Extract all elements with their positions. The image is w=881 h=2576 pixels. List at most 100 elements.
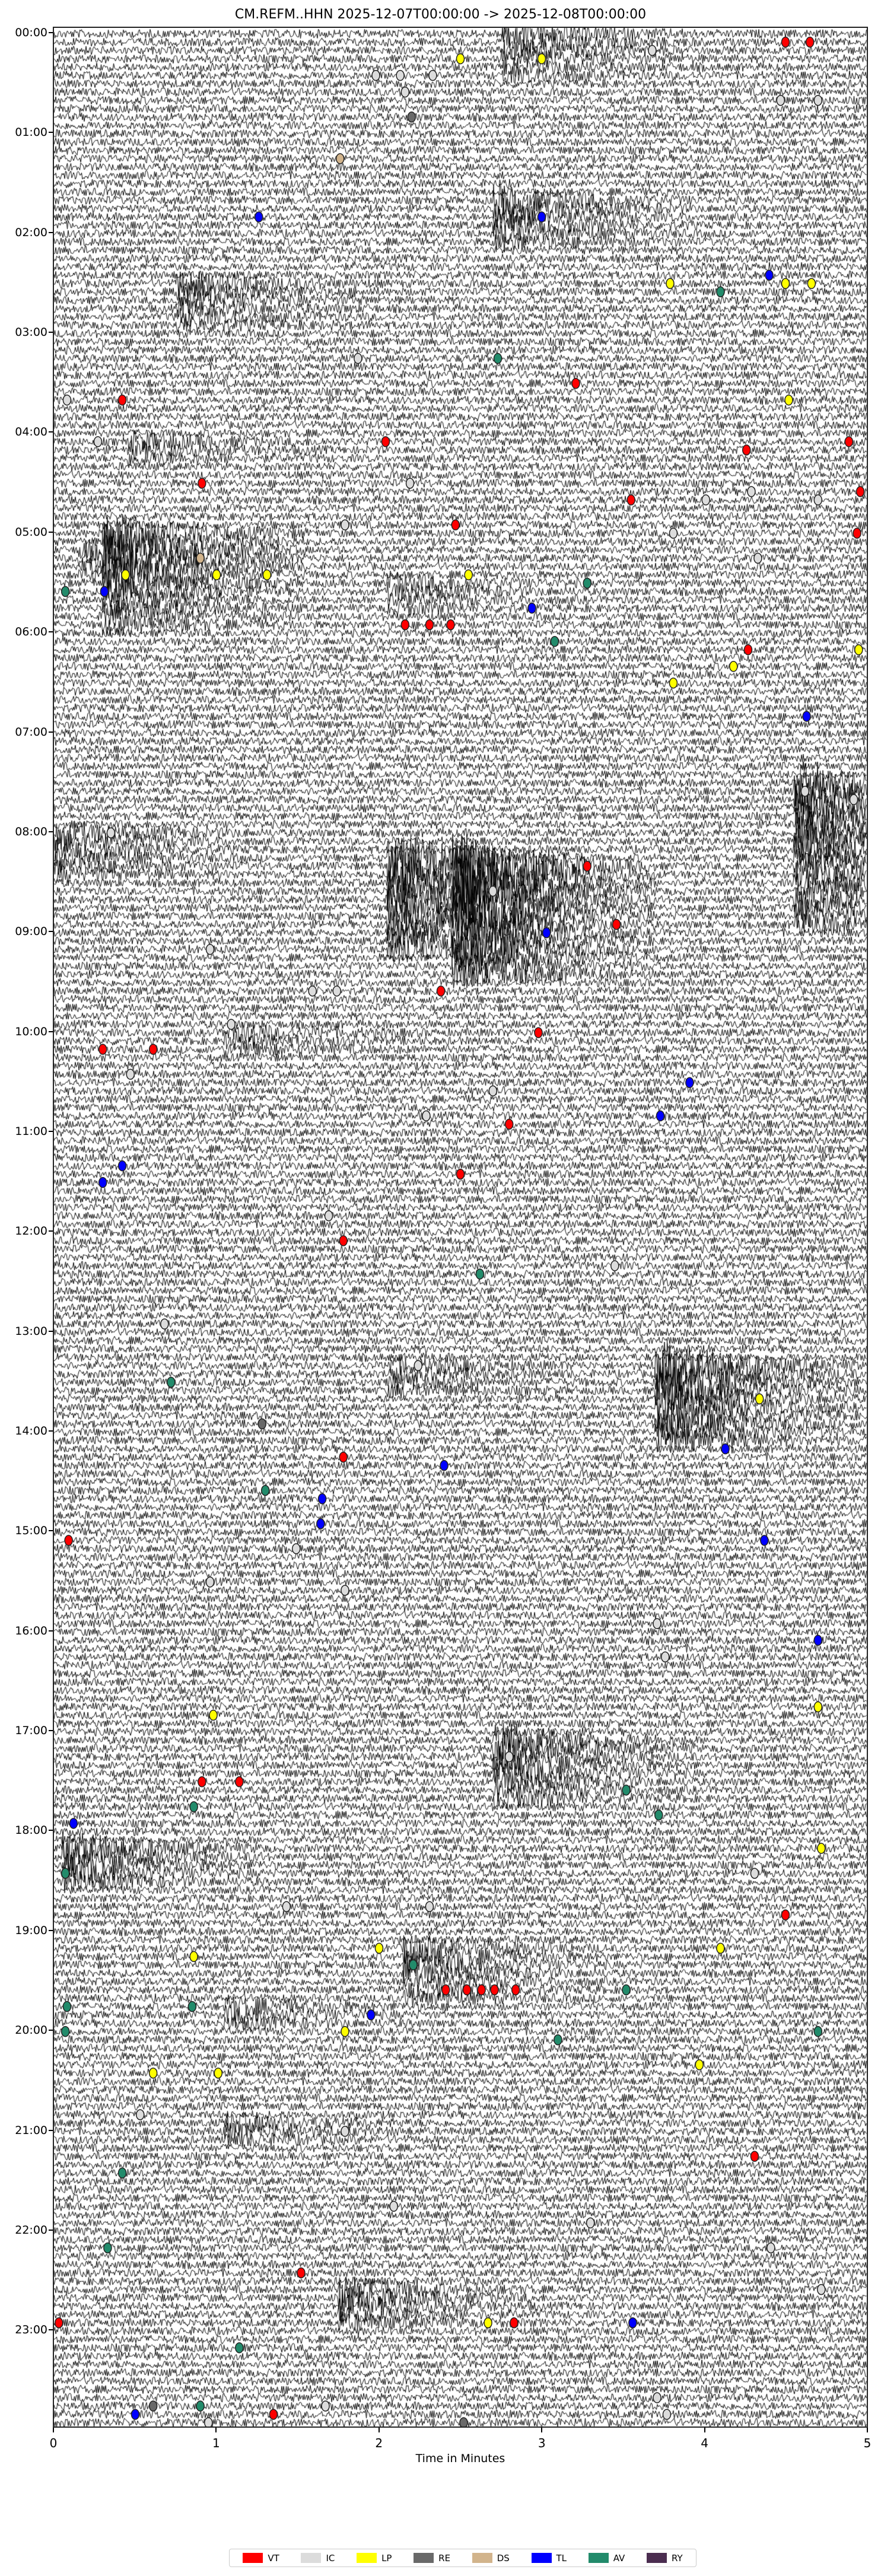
legend-label: DS bbox=[497, 2552, 510, 2564]
event-marker-tl bbox=[813, 1634, 823, 1646]
event-marker-lp bbox=[484, 2317, 492, 2329]
y-tick-label: 01:00 bbox=[15, 126, 47, 139]
y-tick-mark bbox=[49, 1430, 53, 1432]
y-tick-label: 21:00 bbox=[15, 2123, 47, 2137]
event-marker-ic bbox=[660, 1651, 670, 1663]
event-marker-ic bbox=[205, 1576, 215, 1588]
event-marker-ic bbox=[62, 395, 72, 406]
event-marker-vt bbox=[504, 1118, 514, 1130]
y-tick-label: 10:00 bbox=[15, 1025, 47, 1038]
legend-item-vt: VT bbox=[243, 2553, 279, 2564]
event-marker-re bbox=[148, 2400, 158, 2412]
y-tick-mark bbox=[49, 931, 53, 933]
y-tick-mark bbox=[49, 731, 53, 733]
legend-label: RY bbox=[672, 2552, 683, 2564]
event-marker-lp bbox=[854, 644, 863, 656]
x-tick-mark bbox=[53, 2428, 54, 2432]
event-marker-ic bbox=[396, 69, 405, 81]
y-tick-label: 12:00 bbox=[15, 1225, 47, 1238]
legend-item-ic: IC bbox=[301, 2553, 335, 2564]
event-marker-re bbox=[257, 1418, 266, 1430]
event-marker-av bbox=[260, 1485, 270, 1496]
event-marker-av bbox=[716, 286, 725, 298]
event-marker-ic bbox=[106, 827, 116, 839]
x-tick-mark bbox=[378, 2428, 380, 2432]
legend-item-tl: TL bbox=[531, 2553, 567, 2564]
event-marker-av bbox=[813, 2025, 823, 2037]
y-tick-mark bbox=[49, 2030, 53, 2031]
event-marker-vt bbox=[626, 494, 635, 505]
event-marker-vt bbox=[805, 36, 815, 48]
y-tick-mark bbox=[49, 1330, 53, 1332]
event-marker-tl bbox=[69, 1818, 78, 1829]
y-tick-label: 15:00 bbox=[15, 1524, 47, 1538]
event-marker-ic bbox=[332, 985, 342, 997]
event-marker-tl bbox=[537, 211, 546, 222]
event-marker-lp bbox=[121, 569, 130, 581]
event-marker-vt bbox=[54, 2317, 63, 2329]
event-marker-ic bbox=[282, 1901, 291, 1912]
event-marker-tl bbox=[317, 1493, 327, 1505]
event-marker-lp bbox=[148, 2068, 158, 2079]
event-marker-lp bbox=[209, 1709, 218, 1721]
chart-title: CM.REFM..HHN 2025-12-07T00:00:00 -> 2025… bbox=[234, 7, 647, 22]
event-marker-ic bbox=[341, 519, 349, 531]
event-marker-re bbox=[407, 112, 416, 123]
y-tick-label: 22:00 bbox=[15, 2223, 47, 2237]
event-marker-tl bbox=[527, 602, 536, 614]
event-marker-vt bbox=[477, 1984, 486, 1996]
y-tick-label: 23:00 bbox=[15, 2323, 47, 2337]
y-tick-label: 11:00 bbox=[15, 1124, 47, 1138]
event-marker-vt bbox=[511, 1984, 520, 1996]
event-marker-av bbox=[550, 635, 559, 647]
event-marker-ic bbox=[753, 552, 762, 564]
event-marker-vt bbox=[510, 2317, 519, 2329]
y-tick-label: 06:00 bbox=[15, 625, 47, 639]
event-marker-av bbox=[583, 577, 591, 589]
event-marker-lp bbox=[807, 278, 816, 290]
y-tick-mark bbox=[49, 531, 53, 533]
y-tick-label: 05:00 bbox=[15, 525, 47, 539]
event-marker-vt bbox=[98, 1044, 107, 1055]
legend-label: RE bbox=[438, 2552, 451, 2564]
event-marker-lp bbox=[666, 278, 675, 290]
event-marker-ic bbox=[653, 2392, 661, 2403]
legend-item-re: RE bbox=[414, 2553, 450, 2564]
event-marker-vt bbox=[855, 486, 865, 497]
y-tick-mark bbox=[49, 32, 53, 33]
event-marker-av bbox=[189, 1801, 198, 1812]
event-marker-lp bbox=[456, 53, 465, 65]
event-marker-ic bbox=[93, 436, 103, 447]
legend-swatch bbox=[243, 2553, 263, 2563]
event-marker-av bbox=[554, 2034, 562, 2046]
event-marker-av bbox=[62, 2001, 72, 2012]
event-marker-ic bbox=[389, 2200, 398, 2212]
legend-label: AV bbox=[613, 2552, 625, 2564]
event-marker-ds bbox=[335, 153, 345, 164]
x-tick-label: 0 bbox=[49, 2436, 58, 2450]
legend-item-ds: DS bbox=[472, 2553, 510, 2564]
event-marker-av bbox=[622, 1785, 631, 1796]
event-marker-ic bbox=[428, 69, 437, 81]
event-marker-ic bbox=[813, 94, 823, 106]
legend: VT IC LP RE DS TL AV RY bbox=[229, 2549, 696, 2567]
event-marker-ic bbox=[204, 2417, 213, 2426]
event-marker-ic bbox=[817, 2284, 826, 2295]
event-marker-ic bbox=[747, 486, 756, 497]
event-marker-vt bbox=[235, 1776, 244, 1788]
y-tick-mark bbox=[49, 2229, 53, 2231]
event-marker-lp bbox=[189, 1951, 198, 1963]
event-marker-av bbox=[103, 2242, 112, 2254]
event-marker-vt bbox=[117, 395, 127, 406]
legend-swatch bbox=[301, 2553, 322, 2563]
event-marker-lp bbox=[464, 569, 473, 581]
event-marker-vt bbox=[534, 1027, 543, 1038]
event-marker-vt bbox=[781, 36, 790, 48]
x-tick-mark bbox=[215, 2428, 217, 2432]
event-marker-ic bbox=[750, 1868, 759, 1879]
y-tick-label: 13:00 bbox=[15, 1324, 47, 1338]
event-marker-ic bbox=[405, 478, 415, 489]
event-marker-ic bbox=[354, 352, 362, 364]
event-marker-tl bbox=[367, 2009, 376, 2021]
x-tick-label: 5 bbox=[863, 2436, 872, 2450]
